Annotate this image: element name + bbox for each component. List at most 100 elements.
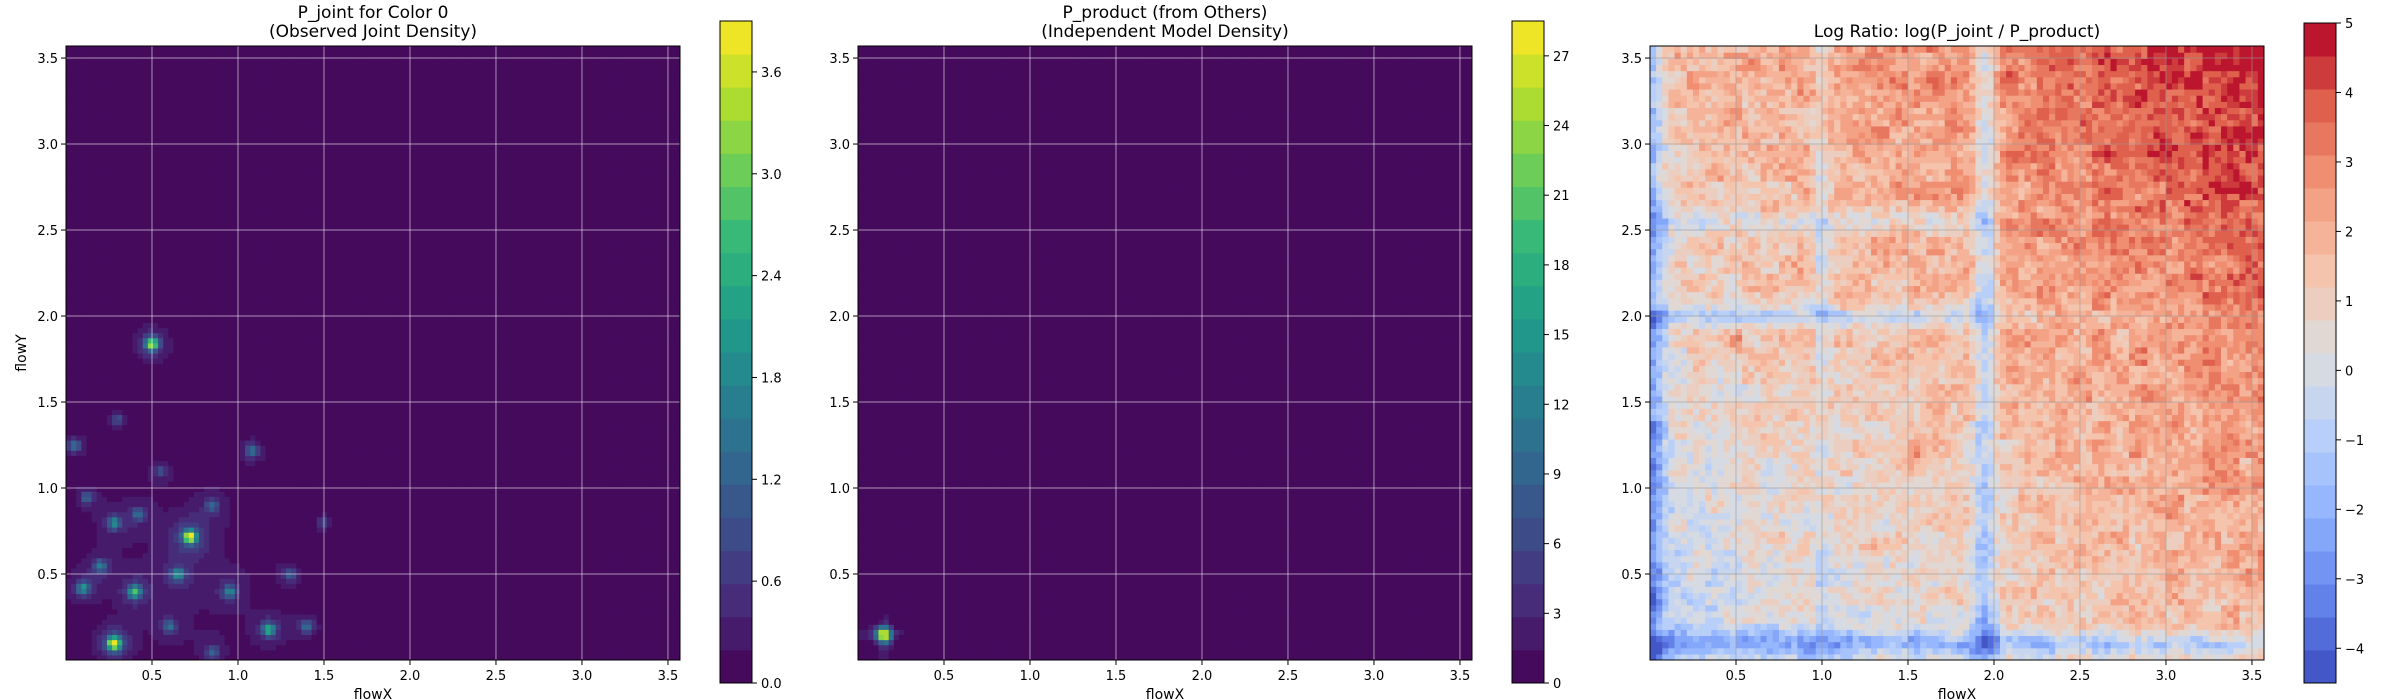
heatmap-cell xyxy=(91,363,98,369)
heatmap-cell xyxy=(132,613,139,620)
heatmap-cell xyxy=(127,245,134,252)
heatmap-cell xyxy=(117,603,123,610)
heatmap-cell xyxy=(152,368,159,375)
heatmap-cell xyxy=(163,583,169,589)
heatmap-cell xyxy=(199,634,205,641)
heatmap-cell xyxy=(76,153,82,160)
heatmap-cell xyxy=(76,358,82,364)
heatmap-cell xyxy=(106,225,113,231)
heatmap-cell xyxy=(127,496,134,502)
heatmap-cell xyxy=(214,419,221,426)
heatmap-cell xyxy=(224,465,231,472)
heatmap-cell xyxy=(214,260,221,267)
heatmap-cell xyxy=(239,470,246,477)
heatmap-cell xyxy=(122,322,128,329)
heatmap-cell xyxy=(106,317,113,323)
heatmap-cell xyxy=(117,286,123,293)
heatmap-cell xyxy=(214,363,221,369)
heatmap-cell xyxy=(173,644,180,651)
heatmap-cell xyxy=(152,624,159,630)
heatmap-cell xyxy=(142,583,149,589)
heatmap-cell xyxy=(224,353,231,359)
heatmap-cell xyxy=(127,122,134,129)
heatmap-cell xyxy=(193,501,200,508)
heatmap-cell xyxy=(117,562,123,569)
heatmap-cell xyxy=(147,179,154,185)
heatmap-cell xyxy=(178,184,185,190)
heatmap-cell xyxy=(229,189,236,195)
heatmap-cell xyxy=(112,480,118,487)
heatmap-cell xyxy=(250,429,256,436)
heatmap-cell xyxy=(250,363,256,369)
heatmap-cell xyxy=(137,332,144,339)
heatmap-cell xyxy=(168,138,175,144)
heatmap-cell xyxy=(209,189,215,195)
heatmap-cell xyxy=(81,532,88,538)
heatmap-cell xyxy=(86,526,93,533)
heatmap-cell xyxy=(66,317,72,323)
heatmap-cell xyxy=(229,578,236,584)
heatmap-cell xyxy=(188,132,195,139)
heatmap-cell xyxy=(122,491,128,497)
heatmap-cell xyxy=(229,97,236,103)
heatmap-cell xyxy=(260,312,267,318)
heatmap-cell xyxy=(66,363,72,369)
heatmap-cell xyxy=(142,173,149,180)
heatmap-cell xyxy=(137,184,144,190)
heatmap-cell xyxy=(96,388,103,395)
heatmap-cell xyxy=(239,76,246,83)
heatmap-cell xyxy=(71,281,77,288)
heatmap-cell xyxy=(183,388,190,395)
heatmap-cell xyxy=(168,276,175,282)
heatmap-cell xyxy=(245,286,251,293)
heatmap-cell xyxy=(260,439,267,446)
heatmap-cell xyxy=(158,107,164,114)
heatmap-cell xyxy=(214,414,221,421)
heatmap-cell xyxy=(152,552,159,559)
heatmap-cell xyxy=(122,486,128,492)
heatmap-cell xyxy=(224,363,231,369)
heatmap-cell xyxy=(122,573,128,579)
heatmap-cell xyxy=(81,138,88,144)
heatmap-cell xyxy=(112,281,118,288)
heatmap-cell xyxy=(265,654,272,660)
heatmap-cell xyxy=(96,562,103,569)
heatmap-cell xyxy=(224,613,231,620)
heatmap-cell xyxy=(173,286,180,293)
heatmap-cell xyxy=(270,557,277,564)
heatmap-cell xyxy=(214,378,221,385)
heatmap-cell xyxy=(219,204,226,211)
heatmap-cell xyxy=(260,573,267,579)
heatmap-cell xyxy=(91,578,98,584)
heatmap-cell xyxy=(209,450,215,456)
heatmap-cell xyxy=(229,327,236,334)
heatmap-cell xyxy=(188,102,195,108)
heatmap-cell xyxy=(219,578,226,584)
heatmap-cell xyxy=(239,46,246,52)
heatmap-cell xyxy=(214,634,221,641)
heatmap-cell xyxy=(142,219,149,226)
heatmap-cell xyxy=(117,516,123,523)
heatmap-cell xyxy=(132,521,139,528)
heatmap-cell xyxy=(158,578,164,584)
heatmap-cell xyxy=(71,148,77,155)
heatmap-cell xyxy=(260,317,267,323)
heatmap-cell xyxy=(122,281,128,288)
heatmap-cell xyxy=(188,342,195,349)
heatmap-cell xyxy=(91,486,98,492)
heatmap-cell xyxy=(163,81,169,88)
heatmap-cell xyxy=(183,148,190,155)
heatmap-cell xyxy=(265,608,272,615)
heatmap-cell xyxy=(270,209,277,216)
heatmap-cell xyxy=(204,204,210,211)
heatmap-cell xyxy=(265,168,272,175)
heatmap-cell xyxy=(106,373,113,380)
heatmap-cell xyxy=(265,153,272,160)
heatmap-cell xyxy=(76,521,82,528)
heatmap-cell xyxy=(193,260,200,267)
heatmap-cell xyxy=(255,214,262,221)
heatmap-cell xyxy=(219,588,226,595)
heatmap-cell xyxy=(188,491,195,497)
heatmap-cell xyxy=(188,163,195,170)
heatmap-cell xyxy=(152,214,159,221)
